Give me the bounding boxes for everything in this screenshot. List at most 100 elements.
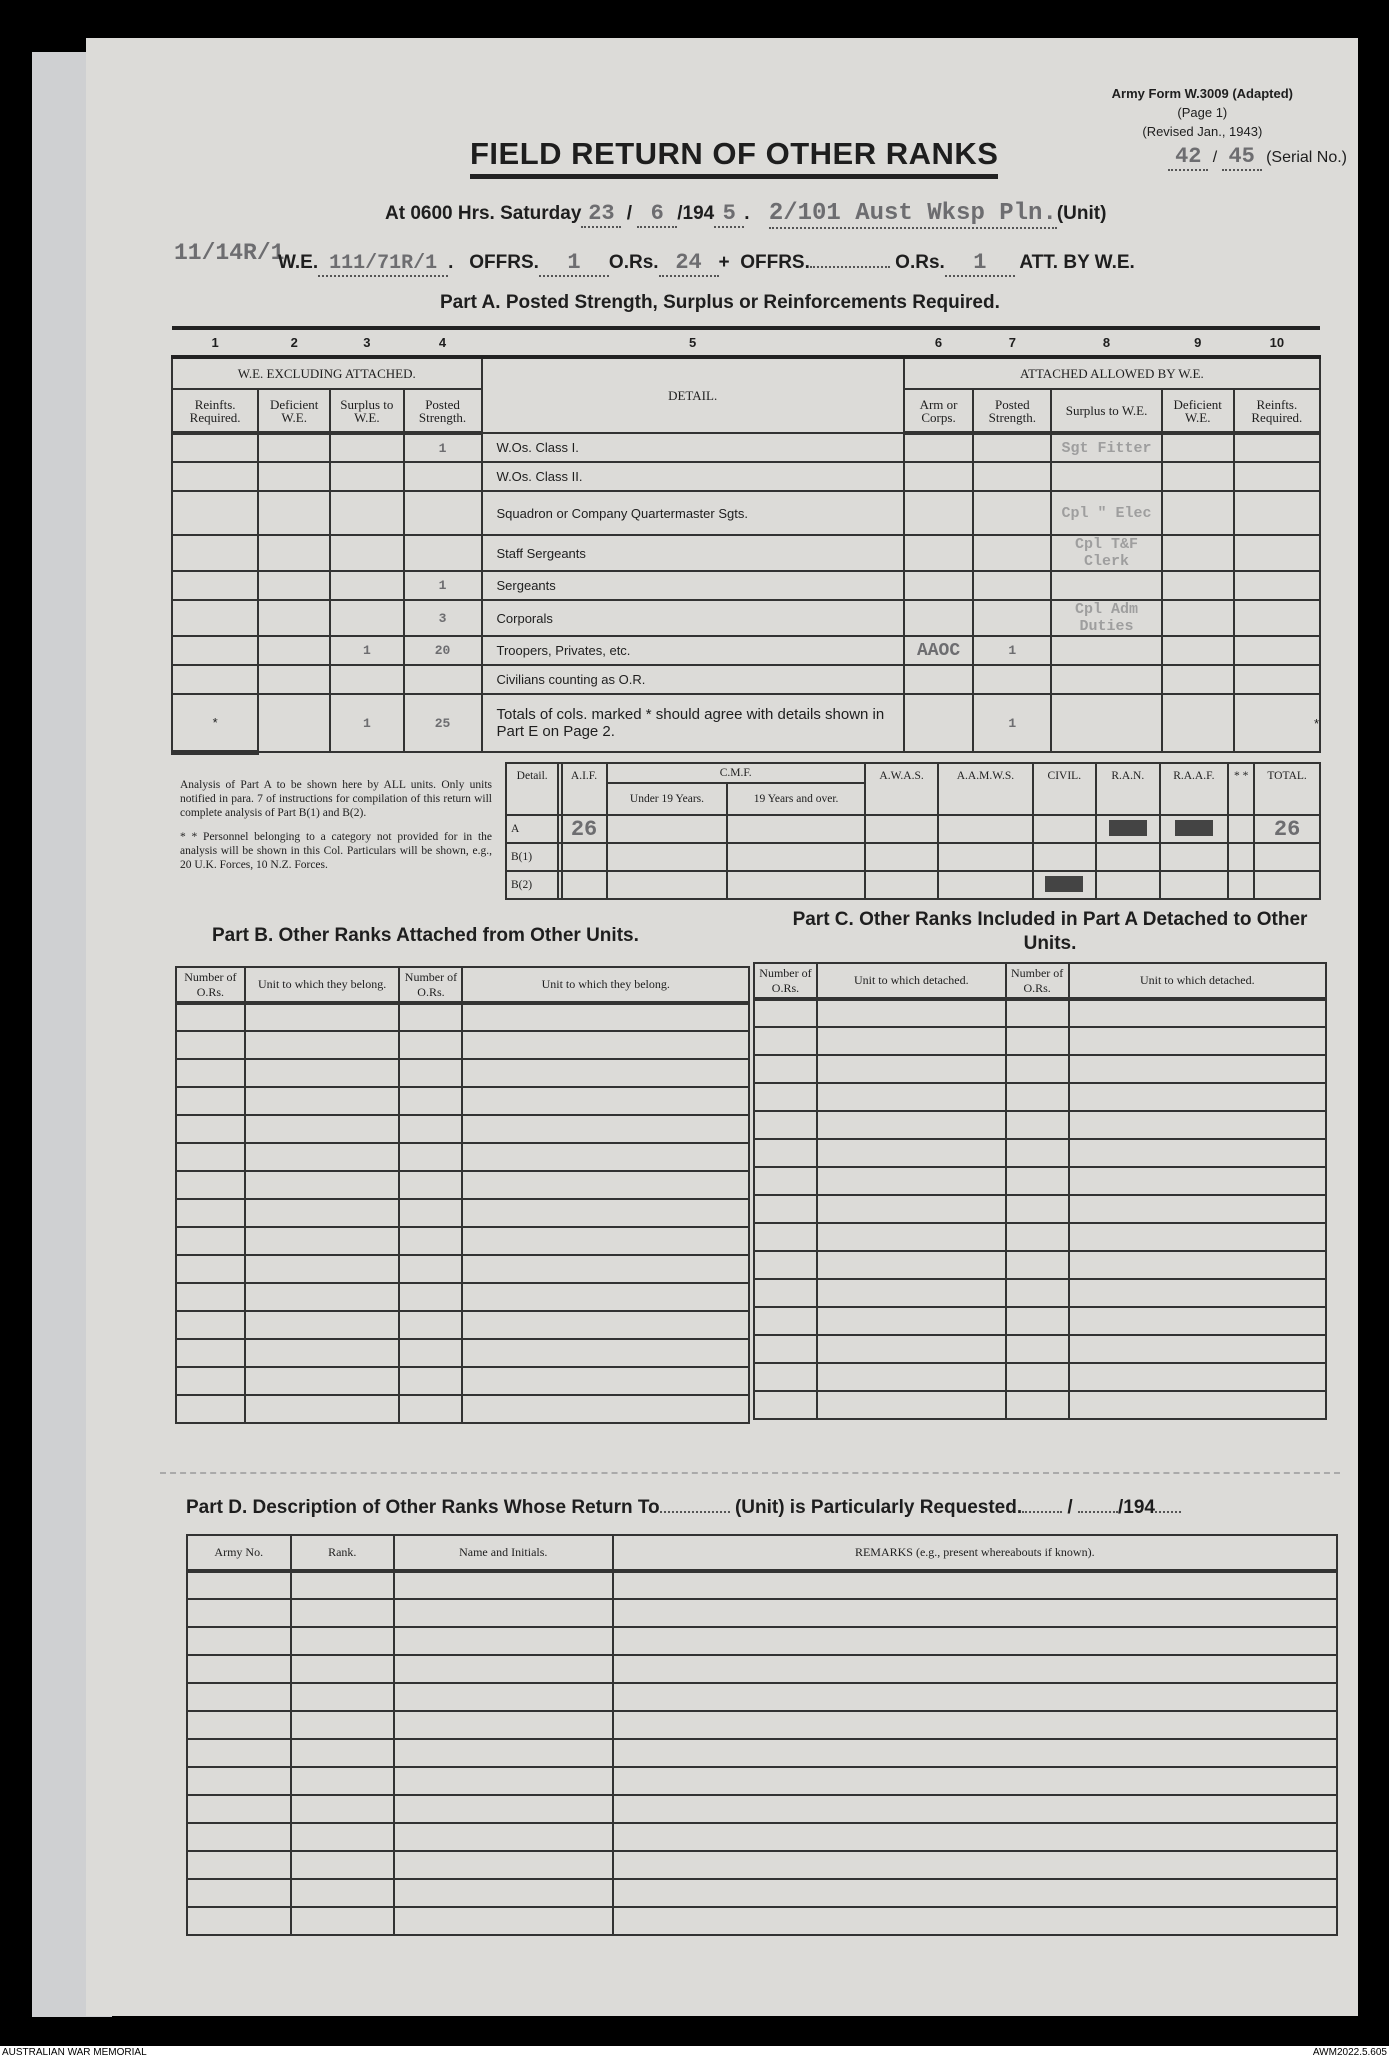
entry-cell[interactable] <box>289 1794 395 1824</box>
entry-cell[interactable] <box>753 1110 818 1140</box>
entry-cell[interactable] <box>393 1906 614 1936</box>
entry-cell[interactable] <box>815 1222 1007 1252</box>
analysis-cell[interactable] <box>1227 814 1256 844</box>
entry-cell[interactable] <box>175 1254 246 1284</box>
entry-cell[interactable] <box>393 1822 614 1852</box>
entry-cell[interactable] <box>393 1794 614 1824</box>
entry-cell[interactable] <box>175 1226 246 1256</box>
att-posted-cell[interactable] <box>972 664 1053 695</box>
entry-cell[interactable] <box>1004 1250 1070 1280</box>
posted-cell[interactable] <box>402 490 483 536</box>
offrs-field[interactable]: 1 <box>538 250 609 277</box>
entry-cell[interactable] <box>1067 1250 1328 1280</box>
total-cell[interactable]: 26 <box>1253 814 1321 844</box>
entry-cell[interactable] <box>393 1654 614 1684</box>
entry-cell[interactable] <box>243 1282 401 1312</box>
entry-cell[interactable] <box>175 1002 246 1032</box>
posted-cell[interactable]: 20 <box>402 635 483 666</box>
month-field[interactable]: 6 <box>637 201 678 228</box>
analysis-cell[interactable] <box>863 814 940 844</box>
typed-note[interactable] <box>1050 461 1163 492</box>
att-reinfts-cell[interactable] <box>1232 432 1322 463</box>
reinfts-cell[interactable] <box>170 599 260 637</box>
entry-cell[interactable] <box>611 1850 1338 1880</box>
entry-cell[interactable] <box>1004 998 1070 1028</box>
analysis-cell[interactable] <box>557 870 563 900</box>
entry-cell[interactable] <box>1004 1138 1070 1168</box>
part-d-day-field[interactable] <box>1022 1511 1063 1513</box>
ors-attached-field[interactable]: 1 <box>944 250 1015 277</box>
arm-cell[interactable]: AAOC <box>902 635 975 666</box>
entry-cell[interactable] <box>175 1198 246 1228</box>
entry-cell[interactable] <box>1004 1082 1070 1112</box>
part-d-unit-field[interactable] <box>659 1511 730 1513</box>
entry-cell[interactable] <box>461 1226 750 1256</box>
deficient-cell[interactable] <box>257 635 332 666</box>
entry-cell[interactable] <box>611 1710 1338 1740</box>
arm-cell[interactable] <box>902 490 975 536</box>
posted-cell[interactable] <box>402 461 483 492</box>
deficient-cell[interactable] <box>257 570 332 601</box>
entry-cell[interactable] <box>611 1766 1338 1796</box>
entry-cell[interactable] <box>243 1226 401 1256</box>
entry-cell[interactable] <box>1004 1278 1070 1308</box>
arm-cell[interactable] <box>902 534 975 572</box>
att-reinfts-cell[interactable] <box>1232 570 1322 601</box>
typed-note[interactable]: Cpl T&F Clerk <box>1050 534 1163 572</box>
att-posted-cell[interactable] <box>972 432 1053 463</box>
analysis-cell[interactable] <box>1095 814 1161 844</box>
entry-cell[interactable] <box>815 1278 1007 1308</box>
entry-cell[interactable] <box>753 1082 818 1112</box>
entry-cell[interactable] <box>753 1362 818 1392</box>
entry-cell[interactable] <box>243 1058 401 1088</box>
entry-cell[interactable] <box>753 1222 818 1252</box>
entry-cell[interactable] <box>186 1710 292 1740</box>
entry-cell[interactable] <box>175 1310 246 1340</box>
entry-cell[interactable] <box>393 1682 614 1712</box>
entry-cell[interactable] <box>175 1338 246 1368</box>
posted-cell[interactable] <box>402 534 483 572</box>
entry-cell[interactable] <box>175 1030 246 1060</box>
part-d-month-field[interactable] <box>1077 1511 1118 1513</box>
arm-cell[interactable] <box>902 570 975 601</box>
deficient-cell[interactable] <box>257 490 332 536</box>
att-deficient-cell[interactable] <box>1160 490 1235 536</box>
entry-cell[interactable] <box>243 1086 401 1116</box>
entry-cell[interactable] <box>753 1278 818 1308</box>
arm-cell[interactable] <box>902 461 975 492</box>
entry-cell[interactable] <box>815 1194 1007 1224</box>
entry-cell[interactable] <box>289 1626 395 1656</box>
entry-cell[interactable] <box>1067 1138 1328 1168</box>
surplus-cell[interactable] <box>329 490 405 536</box>
entry-cell[interactable] <box>753 1390 818 1420</box>
aif-cell[interactable] <box>560 842 608 872</box>
entry-cell[interactable] <box>393 1850 614 1880</box>
typed-note[interactable]: Cpl " Elec <box>1050 490 1163 536</box>
arm-cell[interactable] <box>902 599 975 637</box>
entry-cell[interactable] <box>815 1110 1007 1140</box>
entry-cell[interactable] <box>289 1738 395 1768</box>
typed-note[interactable] <box>1050 570 1163 601</box>
entry-cell[interactable] <box>611 1654 1338 1684</box>
entry-cell[interactable] <box>289 1822 395 1852</box>
aif-cell[interactable] <box>560 870 608 900</box>
year-field[interactable]: 5 <box>714 201 745 228</box>
part-d-year-field[interactable] <box>1154 1511 1181 1513</box>
entry-cell[interactable] <box>289 1570 395 1600</box>
entry-cell[interactable] <box>289 1906 395 1936</box>
entry-cell[interactable] <box>393 1710 614 1740</box>
analysis-cell[interactable] <box>726 814 866 844</box>
entry-cell[interactable] <box>243 1030 401 1060</box>
entry-cell[interactable] <box>815 1250 1007 1280</box>
entry-cell[interactable] <box>1067 1278 1328 1308</box>
entry-cell[interactable] <box>398 1254 464 1284</box>
entry-cell[interactable] <box>289 1766 395 1796</box>
entry-cell[interactable] <box>398 1282 464 1312</box>
entry-cell[interactable] <box>175 1114 246 1144</box>
reinfts-cell[interactable] <box>170 570 260 601</box>
entry-cell[interactable] <box>1067 1334 1328 1364</box>
att-posted-cell[interactable] <box>972 534 1053 572</box>
entry-cell[interactable] <box>393 1878 614 1908</box>
entry-cell[interactable] <box>243 1170 401 1200</box>
surplus-cell[interactable] <box>329 570 405 601</box>
